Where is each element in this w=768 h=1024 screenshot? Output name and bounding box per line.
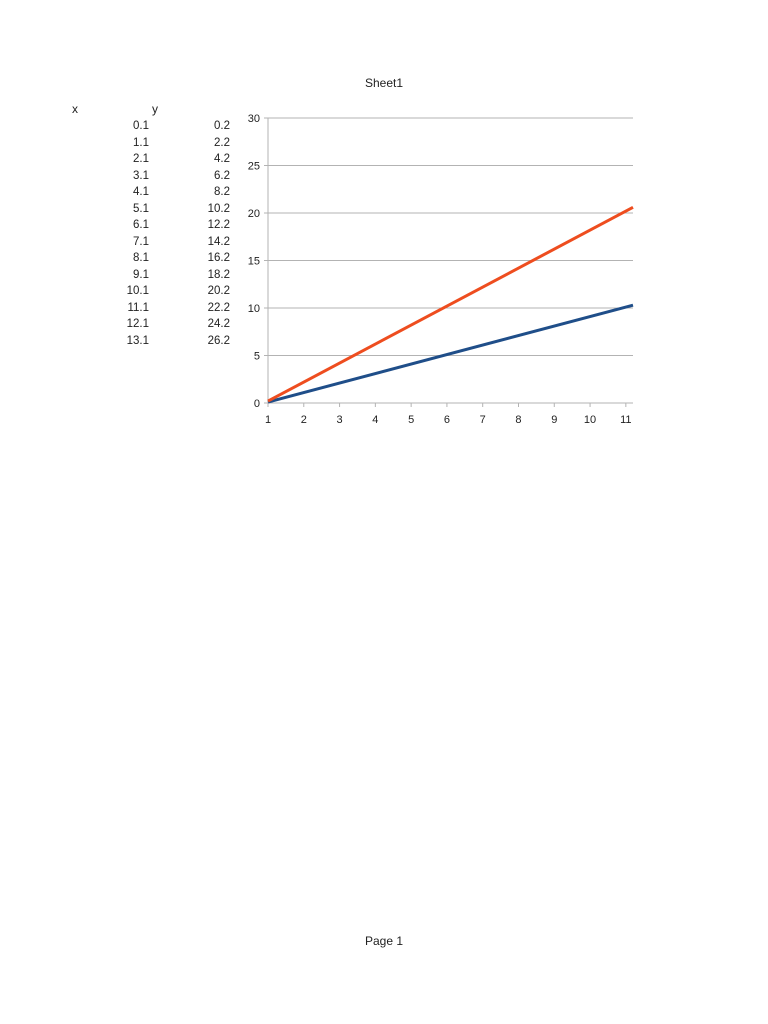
cell-y: 2.2 [214,136,230,149]
grid-lines [268,117,633,356]
x-tick-label: 11 [620,414,631,426]
series-lines [267,205,634,404]
x-tick-label: 6 [444,414,450,426]
axes [264,117,633,407]
y-tick-label: 5 [254,351,260,363]
table-rows: 0.1 0.2 1.1 2.2 2.1 4.2 3.1 6.2 4.1 8.2 5.1 10.2 6.1… [60,118,240,349]
cell-x: 7.1 [133,235,149,248]
cell-y: 4.2 [214,153,230,165]
y-tick-label: 0 [254,398,260,410]
y-tick-label: 10 [248,303,260,315]
cell-x: 9.1 [133,268,149,281]
cell-x: 0.1 [133,120,149,132]
cell-y: 10.2 [207,202,230,215]
cell-x: 3.1 [133,169,149,182]
table-row: 4.1 8.2 [60,184,240,201]
cell-x: 8.1 [133,252,149,264]
table-row: 2.1 4.2 [60,151,240,168]
cell-x: 12.1 [126,318,149,330]
cell-y: 12.2 [207,219,230,231]
cell-y: 8.2 [214,186,230,198]
x-tick-label: 4 [372,414,378,426]
y-tick-label: 25 [248,161,260,173]
table-row: 3.1 6.2 [60,168,240,185]
table-row: 11.1 22.2 [60,300,240,317]
y-tick-label: 20 [248,208,260,220]
cell-x: 4.1 [133,186,149,198]
cell-x: 2.1 [133,153,149,165]
column-header-y: y [152,102,158,116]
x-tick-label: 1 [265,414,271,426]
cell-x: 10.1 [126,285,149,297]
cell-x: 13.1 [126,334,149,347]
table-row: 13.1 26.2 [60,333,240,350]
cell-y: 16.2 [207,252,230,264]
cell-x: 1.1 [133,136,149,149]
table-row: 0.1 0.2 [60,118,240,135]
sheet-title: Sheet1 [364,76,404,90]
y-tick-label: 30 [248,113,260,125]
cell-y: 18.2 [207,268,230,281]
cell-y: 14.2 [207,235,230,248]
cell-x: 11.1 [127,301,149,314]
cell-x: 6.1 [133,219,149,231]
table-row: 8.1 16.2 [60,250,240,267]
table-row: 6.1 12.2 [60,217,240,234]
cell-y: 22.2 [207,301,230,314]
x-tick-label: 2 [301,414,307,426]
cell-y: 0.2 [214,120,230,132]
x-tick-label: 7 [480,414,486,426]
table-row: 7.1 14.2 [60,234,240,251]
x-tick-label: 9 [551,414,557,426]
table-row: 12.1 24.2 [60,316,240,333]
page-footer: Page 1 [364,934,404,948]
cell-y: 24.2 [207,318,230,330]
x-tick-label: 5 [408,414,414,426]
column-header-x: x [72,102,78,116]
table-row: 5.1 10.2 [60,201,240,218]
tick-labels: 0 5 10 15 20 25 30 1 2 3 4 5 6 7 8 9 10 11 [248,113,632,426]
cell-y: 6.2 [214,169,230,182]
cell-y: 20.2 [207,285,230,297]
table-row: 10.1 20.2 [60,283,240,300]
cell-x: 5.1 [133,202,149,215]
series-line-2 [267,205,634,403]
x-tick-label: 10 [584,414,596,426]
series-line-1 [267,303,634,404]
table-row: 9.1 18.2 [60,267,240,284]
x-tick-label: 3 [337,414,343,426]
y-tick-label: 15 [248,256,260,268]
cell-y: 26.2 [207,334,230,347]
table-row: 1.1 2.2 [60,135,240,152]
x-tick-label: 8 [515,414,521,426]
